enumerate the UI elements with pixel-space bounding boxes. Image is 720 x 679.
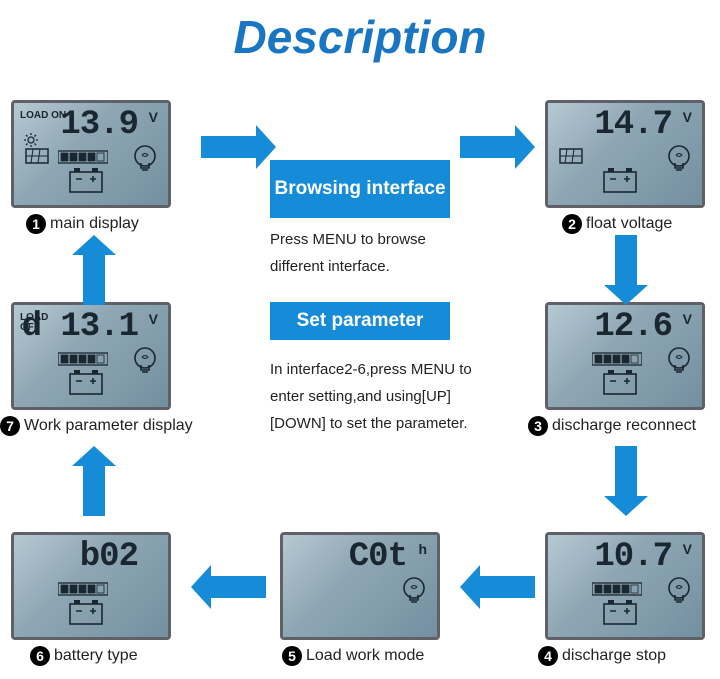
lcd-panel-7: d 13.1VLOAD OFF xyxy=(11,302,171,410)
step-number-badge: 1 xyxy=(26,214,46,234)
lcd-load-indicator: LOAD ON xyxy=(20,111,66,121)
lcd-caption-text: main display xyxy=(50,215,139,232)
lcd-caption-text: discharge stop xyxy=(562,647,666,664)
step-number-badge: 5 xyxy=(282,646,302,666)
setparam-heading-box: Set parameter xyxy=(270,302,450,340)
lcd-caption-1: 1main display xyxy=(26,214,139,234)
battery-icon xyxy=(600,598,640,631)
flow-arrow-up xyxy=(72,235,116,305)
lcd-icons-row xyxy=(22,575,160,633)
lcd-icons-row xyxy=(22,143,160,201)
browsing-desc-text: Press MENU to browse different interface… xyxy=(270,226,480,280)
battery-icon xyxy=(600,166,640,199)
battery-icon xyxy=(600,368,640,401)
lcd-icons-row xyxy=(22,345,160,403)
bulb-icon xyxy=(401,575,427,612)
flow-arrow-left xyxy=(191,565,266,609)
lcd-caption-5: 5Load work mode xyxy=(282,646,424,666)
step-number-badge: 2 xyxy=(562,214,582,234)
lcd-value: b02 xyxy=(80,538,138,576)
lcd-icons-row xyxy=(556,143,694,201)
bulb-icon xyxy=(132,143,158,180)
battery-icon xyxy=(66,368,106,401)
lcd-unit: V xyxy=(149,311,158,327)
lcd-value: 10.7 xyxy=(594,538,672,576)
browsing-heading-box: Browsing interface xyxy=(270,160,450,218)
lcd-unit: V xyxy=(683,311,692,327)
battery-icon xyxy=(66,598,106,631)
lcd-value: 13.9 xyxy=(60,106,138,144)
lcd-unit: V xyxy=(683,541,692,557)
solar-panel-icon xyxy=(22,145,52,172)
lcd-caption-text: Work parameter display xyxy=(24,417,193,434)
flow-arrow-left xyxy=(460,565,535,609)
step-number-badge: 6 xyxy=(30,646,50,666)
flow-arrow-down xyxy=(604,235,648,305)
lcd-caption-2: 2float voltage xyxy=(562,214,672,234)
bulb-icon xyxy=(666,143,692,180)
lcd-caption-text: float voltage xyxy=(586,215,672,232)
flow-arrow-down xyxy=(604,446,648,516)
step-number-badge: 7 xyxy=(0,416,20,436)
lcd-unit: h xyxy=(418,541,427,557)
lcd-value: C0t xyxy=(349,538,407,576)
lcd-icons-row xyxy=(556,575,694,633)
lcd-caption-text: discharge reconnect xyxy=(552,417,696,434)
battery-icon xyxy=(66,166,106,199)
lcd-caption-4: 4discharge stop xyxy=(538,646,666,666)
lcd-panel-2: 14.7 V xyxy=(545,100,705,208)
lcd-caption-text: Load work mode xyxy=(306,647,424,664)
bulb-icon xyxy=(132,345,158,382)
lcd-load-indicator: LOAD OFF xyxy=(20,313,48,333)
lcd-value: 14.7 xyxy=(594,106,672,144)
lcd-panel-6: b02 xyxy=(11,532,171,640)
step-number-badge: 3 xyxy=(528,416,548,436)
lcd-caption-3: 3discharge reconnect xyxy=(528,416,696,436)
lcd-icons-row xyxy=(291,575,429,633)
setparam-desc-text: In interface2-6,press MENU to enter sett… xyxy=(270,356,500,437)
lcd-panel-5: C0t h xyxy=(280,532,440,640)
lcd-panel-3: 12.6 V xyxy=(545,302,705,410)
flow-arrow-right xyxy=(460,125,535,169)
lcd-caption-7: 7Work parameter display xyxy=(0,416,193,436)
lcd-panel-1: 13.9 V LOAD ON xyxy=(11,100,171,208)
lcd-caption-text: battery type xyxy=(54,647,138,664)
bulb-icon xyxy=(666,575,692,612)
lcd-panel-4: 10.7 V xyxy=(545,532,705,640)
page-title: Description xyxy=(0,10,720,64)
flow-arrow-up xyxy=(72,446,116,516)
lcd-icons-row xyxy=(556,345,694,403)
bulb-icon xyxy=(666,345,692,382)
lcd-caption-6: 6battery type xyxy=(30,646,138,666)
flow-arrow-right xyxy=(201,125,276,169)
lcd-value: 12.6 xyxy=(594,308,672,346)
lcd-unit: V xyxy=(149,109,158,125)
solar-panel-icon xyxy=(556,145,586,172)
lcd-unit: V xyxy=(683,109,692,125)
step-number-badge: 4 xyxy=(538,646,558,666)
